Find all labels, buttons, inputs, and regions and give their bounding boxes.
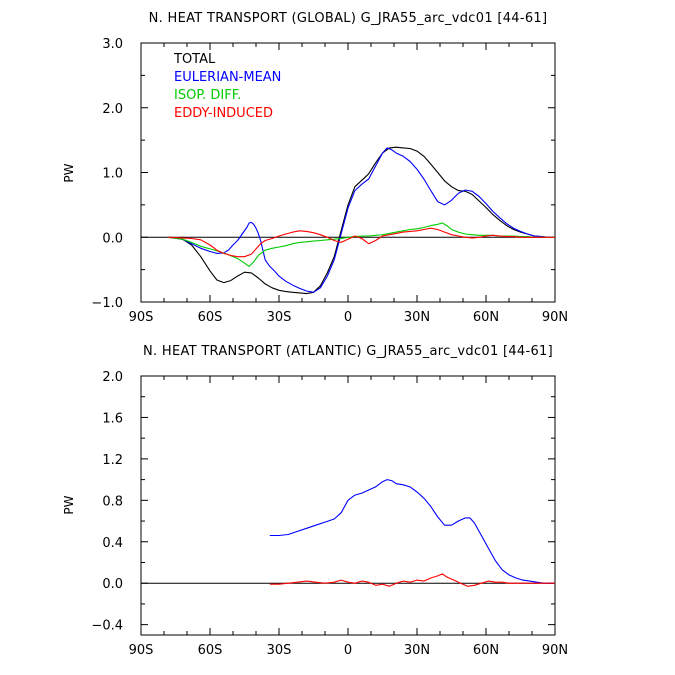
- global-isop-diff-line: [168, 222, 555, 267]
- global-series-lines: [168, 146, 555, 295]
- global-axis-ticks: 90S 60S 30S 0 30N 60N 90N −1.0 0.0 1.0 2.0 3.0: [91, 37, 568, 325]
- atlantic-heat-transport-panel: N. HEAT TRANSPORT (ATLANTIC) G_JRA55_arc…: [62, 344, 568, 658]
- atlantic-y-tick-label: 0.4: [102, 536, 123, 551]
- atlantic-eulerian-mean-line: [269, 479, 555, 584]
- global-x-tick-label: 90S: [129, 310, 154, 325]
- global-chart-title: N. HEAT TRANSPORT (GLOBAL) G_JRA55_arc_v…: [149, 11, 548, 26]
- global-y-axis-label: PW: [62, 163, 76, 182]
- global-legend: TOTAL EULERIAN-MEAN ISOP. DIFF. EDDY-IND…: [173, 52, 281, 121]
- global-eddy-induced-line: [168, 227, 555, 258]
- global-x-tick-label: 30N: [404, 310, 430, 325]
- atlantic-y-tick-label: −0.4: [91, 619, 123, 634]
- atlantic-x-tick-label: 60N: [473, 643, 499, 658]
- global-x-tick-label: 60N: [473, 310, 499, 325]
- atlantic-y-axis-label: PW: [62, 495, 76, 514]
- atlantic-y-tick-label: 1.2: [102, 453, 123, 468]
- atlantic-series-lines: [269, 479, 555, 587]
- global-eulerian-mean-line: [168, 147, 555, 293]
- atlantic-axis-ticks: 90S 60S 30S 0 30N 60N 90N −0.4 0.0 0.4 0.8 1.2 1.6 2.…: [91, 370, 568, 658]
- atlantic-y-tick-label: 1.6: [102, 411, 123, 426]
- global-y-tick-label: 1.0: [102, 167, 123, 182]
- global-x-tick-label: 90N: [542, 310, 568, 325]
- atlantic-y-tick-label: 0.8: [102, 494, 123, 509]
- atlantic-x-tick-label: 30S: [267, 643, 292, 658]
- atlantic-x-tick-label: 0: [344, 643, 352, 658]
- global-y-tick-label: 3.0: [102, 37, 123, 52]
- atlantic-y-tick-label: 0.0: [102, 577, 123, 592]
- atlantic-x-tick-label: 90N: [542, 643, 568, 658]
- global-x-tick-label: 60S: [198, 310, 223, 325]
- global-x-tick-label: 30S: [267, 310, 292, 325]
- atlantic-chart-title: N. HEAT TRANSPORT (ATLANTIC) G_JRA55_arc…: [143, 344, 553, 359]
- atlantic-x-tick-label: 60S: [198, 643, 223, 658]
- global-y-tick-label: −1.0: [91, 296, 123, 311]
- global-x-tick-label: 0: [344, 310, 352, 325]
- global-total-line: [168, 146, 555, 295]
- global-heat-transport-panel: N. HEAT TRANSPORT (GLOBAL) G_JRA55_arc_v…: [62, 11, 568, 325]
- atlantic-x-tick-label: 30N: [404, 643, 430, 658]
- legend-isop-diff: ISOP. DIFF.: [174, 88, 241, 103]
- legend-eddy-induced: EDDY-INDUCED: [174, 106, 273, 121]
- atlantic-y-tick-label: 2.0: [102, 370, 123, 385]
- legend-eulerian-mean: EULERIAN-MEAN: [174, 70, 281, 85]
- atlantic-x-tick-label: 90S: [129, 643, 154, 658]
- global-y-tick-label: 0.0: [102, 231, 123, 246]
- legend-total: TOTAL: [173, 52, 216, 67]
- global-y-tick-label: 2.0: [102, 102, 123, 117]
- atlantic-eddy-induced-line: [269, 573, 555, 587]
- atlantic-plot-frame: [140, 375, 556, 636]
